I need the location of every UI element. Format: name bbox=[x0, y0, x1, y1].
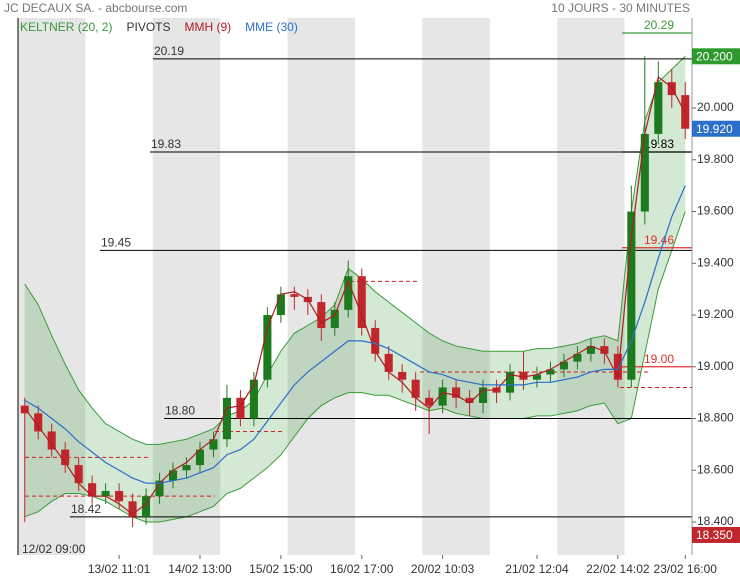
price-badge bbox=[692, 526, 740, 543]
pivot-label: 20.19 bbox=[154, 44, 184, 58]
price-badge-label: 18.350 bbox=[696, 528, 733, 542]
candle-body bbox=[142, 496, 151, 517]
next-pivot-label: 20.29 bbox=[644, 18, 674, 32]
day-bands bbox=[18, 18, 625, 555]
candle-body bbox=[398, 371, 407, 380]
candle-body bbox=[168, 470, 178, 481]
candle-body bbox=[128, 501, 137, 517]
candle-body bbox=[559, 361, 568, 370]
day-band bbox=[18, 18, 86, 555]
legend-entry: PIVOTS bbox=[126, 20, 170, 34]
x-tick-label: 16/02 17:00 bbox=[330, 562, 394, 576]
right-axis-bg bbox=[692, 0, 740, 580]
keltner-lower bbox=[24, 211, 686, 523]
candle-body bbox=[74, 465, 83, 484]
x-tick-label: 21/02 12:04 bbox=[505, 562, 569, 576]
candle-body bbox=[425, 397, 434, 406]
x-tick-label: 22/02 14:02 bbox=[586, 562, 650, 576]
candle-body bbox=[640, 133, 649, 212]
candle-body bbox=[600, 346, 609, 354]
next-pivot-label: 19.00 bbox=[644, 352, 674, 366]
candle-body bbox=[34, 413, 43, 432]
candle-body bbox=[344, 276, 353, 310]
period-label: 10 JOURS - 30 MINUTES bbox=[551, 1, 690, 15]
pivot-label: 18.80 bbox=[165, 404, 195, 418]
x-tick-label: 20/02 10:03 bbox=[411, 562, 475, 576]
day-band bbox=[422, 18, 490, 555]
x-start-label: 12/02 09:00 bbox=[22, 542, 86, 556]
candle-body bbox=[519, 371, 528, 380]
y-tick-label: 18.400 bbox=[697, 514, 734, 528]
candle-body bbox=[290, 294, 299, 297]
candle-body bbox=[546, 369, 555, 375]
x-tick-label: 13/02 11:01 bbox=[88, 562, 151, 576]
candle-body bbox=[88, 483, 97, 497]
y-tick-label: 19.200 bbox=[697, 307, 734, 321]
candle-body bbox=[236, 397, 245, 419]
candle-body bbox=[263, 315, 272, 380]
price-badge bbox=[692, 48, 740, 65]
candle-body bbox=[613, 353, 622, 380]
day-band bbox=[287, 18, 355, 555]
candle-body bbox=[47, 431, 56, 450]
candle-body bbox=[249, 379, 258, 419]
candle-body bbox=[182, 465, 191, 471]
y-tick-label: 19.600 bbox=[697, 204, 734, 218]
price-badge bbox=[692, 120, 740, 137]
candle-body bbox=[330, 309, 339, 328]
candle-body bbox=[384, 353, 393, 372]
candle-body bbox=[627, 211, 636, 380]
candle-body bbox=[452, 387, 461, 398]
candle-body bbox=[276, 294, 285, 316]
y-tick-label: 18.800 bbox=[697, 411, 734, 425]
legend-entry: MME (30) bbox=[245, 20, 298, 34]
candle-body bbox=[573, 353, 582, 362]
candle-body bbox=[438, 387, 447, 406]
candle-body bbox=[222, 397, 231, 440]
day-band bbox=[557, 18, 625, 555]
candle-body bbox=[371, 327, 380, 354]
candle-body bbox=[20, 405, 29, 414]
candle-body bbox=[155, 480, 164, 497]
y-tick-label: 19.400 bbox=[697, 255, 734, 269]
legend-entry: MMH (9) bbox=[185, 20, 232, 34]
candle-body bbox=[317, 302, 326, 328]
next-pivot-label: 19.83 bbox=[644, 137, 674, 151]
x-tick-label: 23/02 16:00 bbox=[654, 562, 718, 576]
x-tick-label: 15/02 15:00 bbox=[249, 562, 313, 576]
plot: 20.19 19.83 19.45 18.80 18.42 20.29 19.83 19.46… bbox=[20, 18, 692, 528]
candle-body bbox=[505, 371, 515, 393]
chart-title: JC DECAUX SA. - abcbourse.com bbox=[4, 1, 187, 15]
pivot-label: 19.45 bbox=[101, 236, 131, 250]
candle-body bbox=[479, 387, 488, 403]
keltner-upper bbox=[24, 55, 686, 445]
price-badge-label: 19.920 bbox=[696, 122, 733, 136]
candle-body bbox=[532, 374, 542, 380]
candle-body bbox=[195, 449, 205, 466]
mmh-line bbox=[24, 75, 686, 516]
mme-line bbox=[24, 185, 686, 484]
pivot-label: 18.42 bbox=[71, 502, 101, 516]
y-tick-label: 19.800 bbox=[697, 152, 734, 166]
next-pivot-label: 19.46 bbox=[644, 233, 674, 247]
price-badge-label: 20.200 bbox=[696, 49, 733, 63]
x-tick-label: 14/02 13:00 bbox=[168, 562, 232, 576]
legend-entry: KELTNER (20, 2) bbox=[20, 20, 112, 34]
candle-body bbox=[61, 449, 70, 466]
candle-body bbox=[586, 346, 595, 354]
candle-body bbox=[357, 276, 366, 328]
y-tick-label: 19.000 bbox=[697, 359, 734, 373]
candle-body bbox=[115, 490, 124, 502]
candle-body bbox=[101, 490, 110, 497]
candle-body bbox=[654, 82, 663, 134]
candle-body bbox=[209, 439, 218, 450]
candle-body bbox=[411, 379, 420, 398]
keltner-band bbox=[24, 56, 686, 523]
y-tick-label: 18.600 bbox=[697, 462, 734, 476]
candle-body bbox=[465, 397, 474, 403]
pivot-label: 19.83 bbox=[151, 137, 181, 151]
y-tick-label: 20.000 bbox=[697, 100, 734, 114]
